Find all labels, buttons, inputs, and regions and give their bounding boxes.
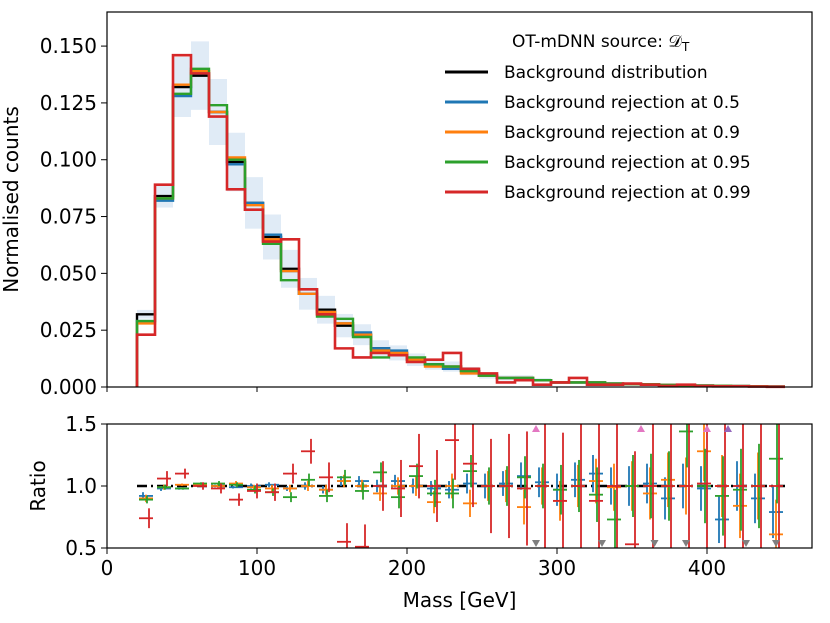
x-axis-ticks-top-panel bbox=[106, 387, 708, 392]
histogram-series-3 bbox=[135, 67, 785, 388]
y-tick-label-3: 0.075 bbox=[40, 205, 97, 229]
off-axis-marker-7 bbox=[724, 425, 732, 432]
histogram-series-4 bbox=[135, 53, 785, 389]
legend-entry-2: Background rejection at 0.9 bbox=[504, 123, 740, 143]
top-plot-frame bbox=[106, 11, 813, 388]
legend-entries: Background distribution Background reject… bbox=[445, 63, 751, 203]
x-tick-label-2: 200 bbox=[388, 556, 426, 580]
y-tick-label-0: 0.000 bbox=[40, 375, 97, 399]
off-axis-marker-8 bbox=[742, 540, 750, 547]
y-axis-label: Normalised counts bbox=[0, 106, 23, 293]
y-tick-label-5: 0.125 bbox=[40, 91, 97, 115]
bottom-plot-frame bbox=[106, 423, 813, 549]
legend-title-text: OT-mDNN source: 𝒟 bbox=[512, 32, 682, 52]
y-tick-label-6: 0.150 bbox=[40, 34, 97, 58]
x-tick-label-0: 0 bbox=[101, 556, 114, 580]
ratio-y-tick-label-2: 1.5 bbox=[65, 412, 97, 436]
ratio-errorbars bbox=[139, 424, 783, 548]
off-axis-marker-3 bbox=[637, 425, 645, 432]
legend-entry-1: Background rejection at 0.5 bbox=[504, 93, 740, 113]
ratio-y-tick-label-0: 0.5 bbox=[65, 536, 97, 560]
y-tick-label-4: 0.100 bbox=[40, 148, 97, 172]
y-tick-label-2: 0.050 bbox=[40, 261, 97, 285]
x-tick-label-3: 300 bbox=[538, 556, 576, 580]
off-axis-marker-2 bbox=[598, 540, 606, 547]
histogram-series-2 bbox=[135, 69, 785, 388]
legend-title: OT-mDNN source: 𝒟T bbox=[512, 32, 690, 54]
y-axis-ticks: 0.000 0.025 0.050 0.075 0.100 0.125 0.150 bbox=[40, 34, 107, 399]
histogram-series-1 bbox=[135, 72, 785, 388]
ratio-y-tick-label-1: 1.0 bbox=[65, 474, 97, 498]
legend-title-subscript: T bbox=[681, 40, 690, 54]
off-axis-marker-5 bbox=[682, 540, 690, 547]
off-axis-markers bbox=[532, 425, 780, 547]
legend-entry-4: Background rejection at 0.99 bbox=[504, 183, 751, 203]
off-axis-marker-4 bbox=[650, 540, 659, 547]
legend-entry-0: Background distribution bbox=[504, 63, 708, 83]
histogram-series bbox=[135, 53, 785, 389]
x-axis-label: Mass [GeV] bbox=[403, 588, 517, 612]
off-axis-marker-9 bbox=[772, 540, 780, 547]
legend: OT-mDNN source: 𝒟T Background distributi… bbox=[445, 32, 751, 203]
off-axis-marker-0 bbox=[532, 425, 540, 432]
ratio-y-axis-ticks: 0.5 1.0 1.5 bbox=[65, 412, 107, 560]
y-tick-label-1: 0.025 bbox=[40, 318, 97, 342]
ratio-y-axis-label: Ratio bbox=[26, 460, 50, 511]
legend-entry-3: Background rejection at 0.95 bbox=[504, 153, 751, 173]
x-tick-label-4: 400 bbox=[688, 556, 726, 580]
ratio-panel: 0.5 1.0 1.5 0 100 200 300 400 Ratio Mass [GeV] bbox=[26, 412, 813, 612]
x-axis-ticks: 0 100 200 300 400 bbox=[101, 548, 726, 580]
histogram-panel: 0.000 0.025 0.050 0.075 0.100 0.125 0.150 Norm… bbox=[0, 11, 813, 399]
x-tick-label-1: 100 bbox=[238, 556, 276, 580]
off-axis-marker-6 bbox=[703, 425, 711, 432]
off-axis-marker-1 bbox=[532, 540, 540, 547]
